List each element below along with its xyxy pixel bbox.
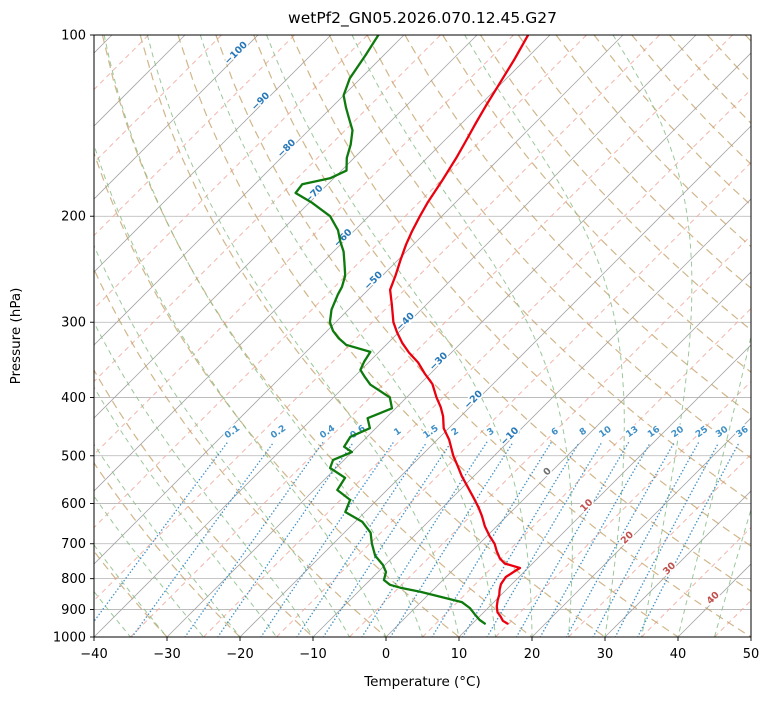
mixing-ratio-label: 2 [450, 426, 461, 438]
isotherm-label: −30 [427, 350, 450, 373]
y-tick-label: 600 [61, 497, 86, 512]
x-tick-label: 40 [670, 647, 687, 662]
isotherm-label: −40 [394, 310, 417, 333]
y-tick-label: 900 [61, 603, 86, 618]
y-tick-label: 800 [61, 572, 86, 587]
isotherm-label: −60 [332, 227, 355, 250]
isotherm-label: −100 [223, 39, 251, 67]
dewpoint-layer [296, 35, 485, 624]
mixing-ratio-label: 13 [624, 425, 640, 440]
mixing-ratio-label: 0.4 [318, 424, 337, 441]
mixing-ratio-label: 20 [670, 425, 686, 440]
pressure-gridlines [94, 35, 751, 637]
x-tick-label: 10 [451, 647, 468, 662]
y-tick-label: 200 [61, 210, 86, 225]
y-tick-label: 1000 [53, 631, 86, 646]
y-tick-label: 300 [61, 316, 86, 331]
mixing-ratio-label: 6 [550, 426, 561, 438]
x-axis-label: Temperature (°C) [363, 674, 481, 690]
mixing-ratio-label: 3 [486, 426, 497, 438]
y-tick-label: 400 [61, 391, 86, 406]
isotherm-label: 40 [705, 589, 722, 606]
isotherm-label: −90 [249, 90, 272, 113]
x-tick-label: −30 [153, 647, 180, 662]
mixing-ratio-label: 16 [646, 425, 662, 440]
isotherm-label: −80 [275, 137, 298, 160]
y-axis-label: Pressure (hPa) [8, 288, 24, 385]
x-tick-label: −10 [299, 647, 326, 662]
x-tick-label: 0 [382, 647, 390, 662]
chart-title: wetPf2_GN05.2026.070.12.45.G27 [288, 9, 557, 28]
isotherm-label: 10 [578, 497, 595, 514]
x-tick-label: −40 [80, 647, 107, 662]
mixing-ratio-label: 25 [694, 425, 710, 440]
x-tick-label: 30 [597, 647, 614, 662]
temperature-trace [390, 35, 528, 624]
temperature-layer [390, 35, 528, 624]
mixing-ratio-label: 0.1 [223, 424, 242, 441]
y-tick-label: 500 [61, 449, 86, 464]
isotherm-label: −20 [462, 388, 485, 411]
isotherm-label: −50 [362, 269, 385, 292]
intermediate-isotherms [0, 35, 775, 637]
plot-border [94, 35, 751, 637]
mixing-ratio-label: 0.2 [269, 424, 288, 441]
mixing-ratio-label: 1 [393, 426, 404, 438]
mixing-ratio-label: 8 [578, 426, 589, 438]
y-tick-label: 100 [61, 29, 86, 44]
dewpoint-trace [296, 35, 485, 624]
isotherm-label: −70 [303, 183, 326, 206]
y-tick-label: 700 [61, 537, 86, 552]
mixing-ratio-label: 10 [598, 425, 614, 440]
x-tick-label: 20 [524, 647, 541, 662]
isotherm-label: 0 [541, 465, 554, 478]
mixing-ratio-label: 30 [714, 425, 730, 440]
mixing-ratio-label: 36 [735, 425, 751, 440]
x-tick-label: 50 [743, 647, 760, 662]
x-tick-label: −20 [226, 647, 253, 662]
